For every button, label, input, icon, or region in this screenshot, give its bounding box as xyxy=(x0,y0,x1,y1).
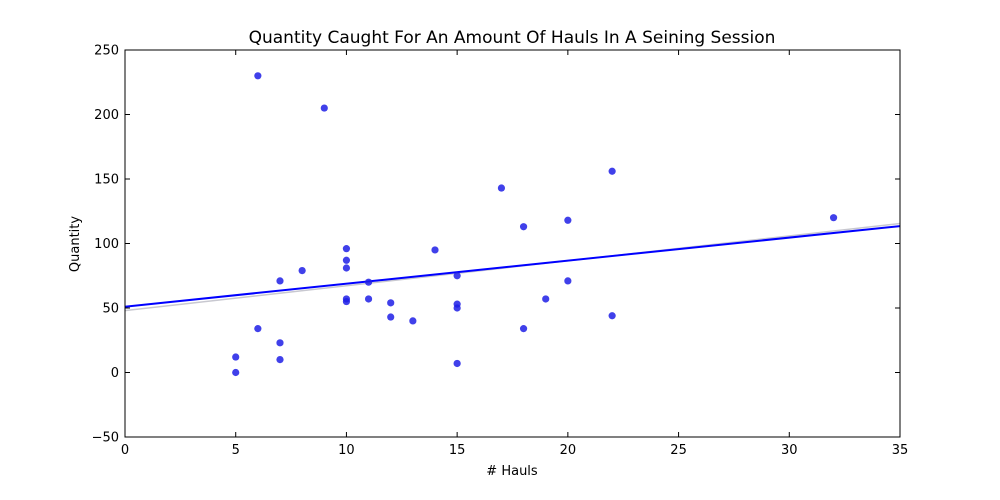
data-point xyxy=(254,325,262,333)
x-tick-label: 15 xyxy=(449,443,466,458)
y-tick-label: 0 xyxy=(111,366,119,381)
x-tick-label: 0 xyxy=(121,443,129,458)
data-point xyxy=(608,167,616,175)
data-point xyxy=(254,72,262,80)
data-point xyxy=(829,214,838,222)
y-tick-label: −50 xyxy=(92,431,119,446)
x-tick-label: 20 xyxy=(560,443,577,458)
data-point xyxy=(453,304,461,312)
data-point xyxy=(453,272,461,280)
x-tick-label: 10 xyxy=(338,443,355,458)
data-point xyxy=(387,299,395,307)
data-point xyxy=(608,312,616,320)
data-point xyxy=(342,264,351,272)
y-tick-label: 100 xyxy=(94,237,119,252)
regression-line xyxy=(124,225,901,308)
data-point xyxy=(364,295,373,303)
data-point xyxy=(564,277,572,285)
x-tick-label: 5 xyxy=(232,443,240,458)
data-point xyxy=(431,246,439,254)
data-point xyxy=(542,295,550,303)
y-tick-label: 250 xyxy=(94,44,119,59)
chart-title: Quantity Caught For An Amount Of Hauls I… xyxy=(249,28,776,48)
y-axis-label: Quantity xyxy=(68,216,83,272)
data-point xyxy=(497,184,506,192)
data-point xyxy=(342,245,351,253)
y-tick-label: 50 xyxy=(102,302,119,317)
x-tick-label: 25 xyxy=(670,443,687,458)
data-point xyxy=(409,317,417,325)
x-tick-label: 35 xyxy=(892,443,909,458)
data-point xyxy=(453,359,461,368)
plot-area xyxy=(124,72,901,377)
data-point xyxy=(232,368,240,377)
data-point xyxy=(564,216,572,224)
data-point xyxy=(519,223,528,231)
data-point xyxy=(276,356,284,364)
x-tick-label: 30 xyxy=(781,443,798,458)
data-point xyxy=(320,104,328,112)
data-point xyxy=(342,297,351,306)
x-axis-label: # Hauls xyxy=(486,464,538,479)
data-point xyxy=(276,277,284,285)
data-point xyxy=(276,339,284,347)
data-point xyxy=(387,313,395,321)
x-axis: 0 5 10 15 20 25 30 35 xyxy=(121,50,908,458)
data-point xyxy=(364,278,373,286)
y-tick-label: 200 xyxy=(94,108,119,123)
data-point xyxy=(232,353,240,361)
y-tick-label: 150 xyxy=(94,173,119,188)
plot-frame xyxy=(124,49,901,438)
data-point xyxy=(342,256,351,264)
y-axis: −50 0 50 100 150 200 250 xyxy=(92,44,900,446)
data-point xyxy=(519,325,528,333)
data-point xyxy=(298,266,306,275)
